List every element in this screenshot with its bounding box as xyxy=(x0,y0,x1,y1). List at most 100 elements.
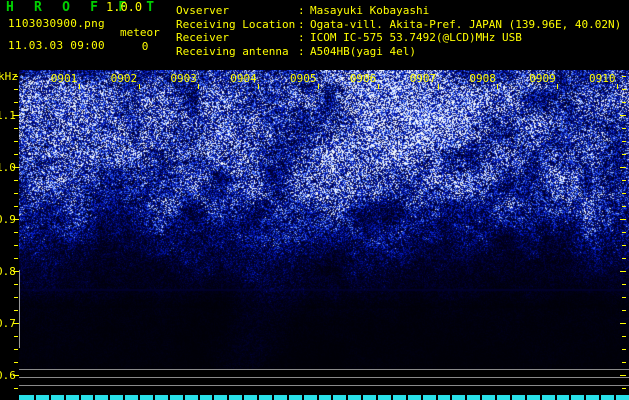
x-axis-tick-label: 0908 xyxy=(469,72,496,85)
time-index-bar-gap xyxy=(540,395,542,400)
y-axis-right-tick xyxy=(620,271,626,272)
x-axis-tick-label: 0906 xyxy=(349,72,377,85)
time-index-bar-gap xyxy=(614,395,616,400)
y-axis-right-tick xyxy=(622,128,626,129)
y-axis-right-tick xyxy=(622,336,626,337)
x-axis-tick-label: 0904 xyxy=(230,72,257,85)
y-axis-minor-tick xyxy=(14,141,18,142)
y-axis-minor-tick xyxy=(14,310,18,311)
time-index-bar-gap xyxy=(123,395,125,400)
time-index-bar-gap xyxy=(346,395,348,400)
x-axis-tick xyxy=(617,84,618,89)
y-axis-right-tick xyxy=(622,297,626,298)
y-axis-tick-label: 0.8 xyxy=(0,265,16,278)
time-index-bar-gap xyxy=(198,395,200,400)
time-index-bar-gap xyxy=(302,395,304,400)
meteor-count-value: 0 xyxy=(141,40,149,53)
y-axis-right-tick xyxy=(622,180,626,181)
y-axis-minor-tick xyxy=(14,297,18,298)
time-index-bar-gap xyxy=(421,395,423,400)
info-row: Receiving Location: Ogata-vill. Akita-Pre… xyxy=(176,18,621,32)
time-index-bar-gap xyxy=(79,395,81,400)
filename-label: 1103030900.png xyxy=(8,17,105,30)
time-index-bar-gap xyxy=(525,395,527,400)
y-axis-major-tick xyxy=(13,219,19,220)
y-axis-right-tick xyxy=(622,245,626,246)
time-index-bar-gap xyxy=(64,395,66,400)
x-axis-tick xyxy=(378,84,379,89)
time-index-bar-gap xyxy=(168,395,170,400)
y-axis-minor-tick xyxy=(14,232,18,233)
app-version: 1.0.0 xyxy=(106,0,143,14)
time-index-bar-gap xyxy=(93,395,95,400)
x-axis-tick xyxy=(198,84,199,89)
reference-gridline xyxy=(19,369,629,370)
time-index-bar-gap xyxy=(257,395,259,400)
y-axis-minor-tick xyxy=(14,245,18,246)
info-row-value: Masayuki Kobayashi xyxy=(310,4,430,17)
meteor-count-label: meteor xyxy=(120,26,160,39)
info-row-key: Ovserver xyxy=(176,4,229,17)
time-index-bar-gap xyxy=(242,395,244,400)
time-index-bar-gap xyxy=(495,395,497,400)
x-axis-tick-label: 0909 xyxy=(529,72,556,85)
y-axis-minor-tick xyxy=(14,89,18,90)
time-index-bar-gap xyxy=(227,395,229,400)
time-index-bar-gap xyxy=(317,395,319,400)
y-axis-tick-label: 1.1 xyxy=(0,109,16,122)
time-index-bar-gap xyxy=(569,395,571,400)
y-axis-right-tick xyxy=(622,193,626,194)
y-axis-minor-tick xyxy=(14,193,18,194)
y-axis-right-tick xyxy=(622,310,626,311)
x-axis-tick xyxy=(258,84,259,89)
time-index-bar xyxy=(19,395,629,400)
y-axis-major-tick xyxy=(13,323,19,324)
time-index-bar-gap xyxy=(212,395,214,400)
y-axis-right-tick xyxy=(622,349,626,350)
time-index-bar-gap xyxy=(436,395,438,400)
y-axis-tick-label: 0.9 xyxy=(0,213,16,226)
datetime-label: 11.03.03 09:00 xyxy=(8,39,105,52)
time-index-bar-gap xyxy=(450,395,452,400)
y-axis-right-tick xyxy=(622,141,626,142)
info-row: Ovserver: Masayuki Kobayashi xyxy=(176,4,621,18)
time-index-bar-gap xyxy=(465,395,467,400)
info-row-key: Receiving Location xyxy=(176,17,296,31)
y-axis-tick-label: 0.6 xyxy=(0,369,16,382)
header-panel: H R O F F T 1.0.0 1103030900.png 11.03.0… xyxy=(0,0,629,70)
station-info-block: Ovserver: Masayuki Kobayashi Receiving Loc… xyxy=(176,4,621,58)
y-axis-major-tick xyxy=(13,375,19,376)
y-axis-right-tick xyxy=(620,115,626,116)
y-axis-right-tick xyxy=(622,206,626,207)
y-axis-major-tick xyxy=(13,115,19,116)
y-axis-right-tick xyxy=(620,167,626,168)
time-index-bar-gap xyxy=(183,395,185,400)
time-index-bar-gap xyxy=(331,395,333,400)
reference-gridline xyxy=(19,385,629,386)
y-axis-minor-tick xyxy=(14,206,18,207)
y-axis-right-tick xyxy=(622,284,626,285)
y-axis-tick-label: 0.7 xyxy=(0,317,16,330)
y-axis-right-tick xyxy=(622,154,626,155)
y-axis-minor-tick xyxy=(14,128,18,129)
time-index-bar-gap xyxy=(34,395,36,400)
app-title: H R O F F T xyxy=(6,0,161,15)
y-axis-minor-tick xyxy=(14,154,18,155)
y-axis-right-tick xyxy=(622,362,626,363)
info-row-value: Ogata-vill. Akita-Pref. JAPAN (139.96E, … xyxy=(310,17,622,31)
info-row: Receiving antenna: A504HB(yagi 4el) xyxy=(176,45,621,59)
x-axis-tick xyxy=(497,84,498,89)
x-axis-tick xyxy=(139,84,140,89)
info-row-value: A504HB(yagi 4el) xyxy=(310,44,416,58)
info-row: Receiver: ICOM IC-575 53.7492(@LCD)MHz US… xyxy=(176,31,621,45)
reference-gridline xyxy=(19,377,629,378)
y-axis-right-tick xyxy=(622,89,626,90)
y-axis-right-tick xyxy=(622,258,626,259)
y-axis-minor-tick xyxy=(14,102,18,103)
time-index-bar-gap xyxy=(287,395,289,400)
y-axis-right-tick xyxy=(620,323,626,324)
time-index-bar-gap xyxy=(49,395,51,400)
time-index-bar-gap xyxy=(391,395,393,400)
info-row-key: Receiving antenna xyxy=(176,44,289,58)
